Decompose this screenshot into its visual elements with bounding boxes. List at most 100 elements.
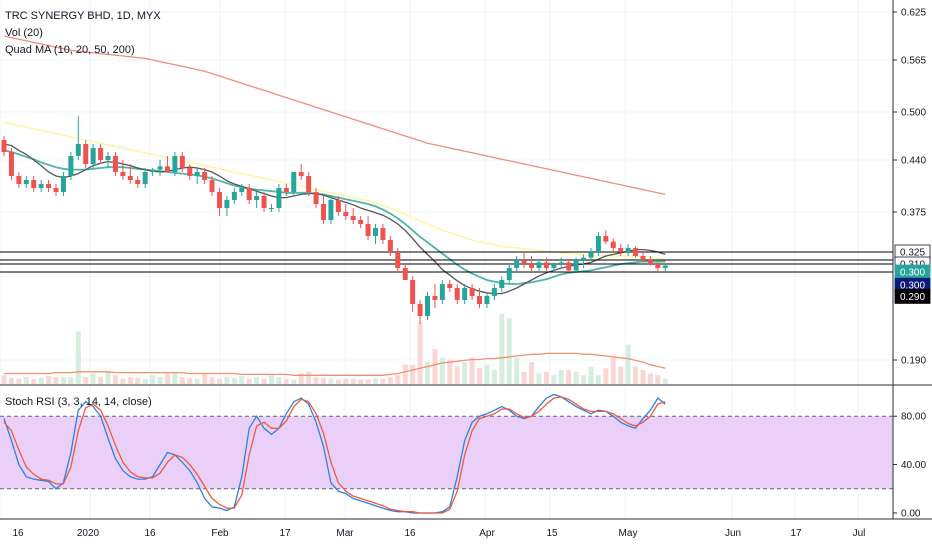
candle-body xyxy=(38,184,44,188)
candle-body xyxy=(625,248,631,252)
candle-body xyxy=(83,144,89,164)
candle-body xyxy=(365,224,371,236)
candle xyxy=(506,264,512,284)
volume-bar xyxy=(573,371,579,384)
candle-body xyxy=(595,236,601,252)
candle-body xyxy=(610,241,616,248)
volume-bar xyxy=(239,376,245,384)
candle-body xyxy=(410,280,416,304)
candle xyxy=(410,276,416,312)
candle-body xyxy=(135,180,141,184)
candle xyxy=(491,284,497,300)
volume-bar xyxy=(365,379,371,384)
candle-body xyxy=(46,184,52,188)
candle xyxy=(335,196,341,216)
candle-body xyxy=(588,252,594,258)
volume-bar xyxy=(662,378,668,384)
candle-body xyxy=(209,180,215,192)
candle xyxy=(469,284,475,300)
volume-bar xyxy=(618,366,624,384)
volume-bar xyxy=(521,371,527,384)
candle xyxy=(142,168,148,188)
volume-bar xyxy=(380,378,386,384)
volume-bar xyxy=(417,322,423,384)
volume-bar xyxy=(610,357,616,384)
candle-body xyxy=(662,265,668,268)
candle xyxy=(187,164,193,180)
candle-body xyxy=(387,240,393,252)
candle-body xyxy=(1,140,7,152)
candle-body xyxy=(454,288,460,300)
candle xyxy=(216,188,222,216)
candle-body xyxy=(439,284,445,300)
volume-bar xyxy=(98,377,104,384)
volume-bar xyxy=(68,377,74,384)
volume-bar xyxy=(447,359,453,384)
candle xyxy=(291,172,297,196)
volume-bar xyxy=(261,378,267,384)
volume-bar xyxy=(53,377,59,384)
volume-bar xyxy=(83,377,89,384)
candle-body xyxy=(98,148,104,160)
candle-body xyxy=(8,152,14,176)
candle xyxy=(105,152,111,168)
candle-body xyxy=(261,196,267,208)
volume-bar xyxy=(209,377,215,384)
candle xyxy=(373,224,378,244)
volume-bar xyxy=(477,368,483,384)
candle-body xyxy=(350,216,356,220)
volume-bar xyxy=(514,357,520,384)
volume-bar xyxy=(276,377,282,384)
candle-body xyxy=(68,156,74,176)
volume-bar xyxy=(454,366,460,384)
candle-body xyxy=(60,176,66,192)
candle xyxy=(640,252,646,263)
candle-body xyxy=(477,296,483,304)
candle-body xyxy=(75,144,81,156)
candle-body xyxy=(402,268,408,280)
candle xyxy=(350,208,356,224)
candle xyxy=(543,257,549,272)
time-axis-label: 17 xyxy=(790,528,802,539)
volume-bar xyxy=(291,379,297,384)
volume-bar xyxy=(298,373,304,384)
candle xyxy=(98,144,104,164)
candle-body xyxy=(120,172,126,176)
candle-body xyxy=(202,172,208,180)
candle xyxy=(484,292,490,308)
volume-bar xyxy=(31,378,37,384)
price-tag: 0.290 xyxy=(894,288,931,304)
candle xyxy=(581,254,587,268)
volume-bar xyxy=(283,378,289,384)
volume-bar xyxy=(224,377,230,384)
time-axis: 16 2020 16 Feb 17 Mar 16 Apr 15 May Jun 17 Jul xyxy=(12,528,865,539)
candle xyxy=(558,257,564,268)
volume-bar xyxy=(529,362,535,384)
candle xyxy=(551,262,557,272)
candle xyxy=(425,292,431,320)
candle xyxy=(179,152,185,172)
volume-bar xyxy=(150,375,156,384)
candle-body xyxy=(112,156,118,172)
candle-body xyxy=(506,268,512,280)
candle xyxy=(53,184,59,196)
candle xyxy=(83,140,89,168)
candle xyxy=(432,284,438,308)
volume-bar xyxy=(395,375,401,384)
candles xyxy=(1,116,668,324)
volume-bar xyxy=(603,368,609,384)
candle xyxy=(46,180,52,192)
time-axis-label: 16 xyxy=(144,528,156,539)
candle xyxy=(31,176,37,192)
stoch-axis: 80.00 40.00 0.00 xyxy=(893,412,926,519)
price-axis-label: 0.190 xyxy=(901,356,926,367)
ma200-line xyxy=(3,35,666,196)
candle xyxy=(38,180,44,192)
candle-body xyxy=(491,288,497,296)
price-tag: 0.300 xyxy=(894,264,931,280)
candle xyxy=(135,176,141,188)
legend-symbol: TRC SYNERGY BHD, 1D, MYX xyxy=(5,10,161,22)
candle-body xyxy=(417,304,423,316)
